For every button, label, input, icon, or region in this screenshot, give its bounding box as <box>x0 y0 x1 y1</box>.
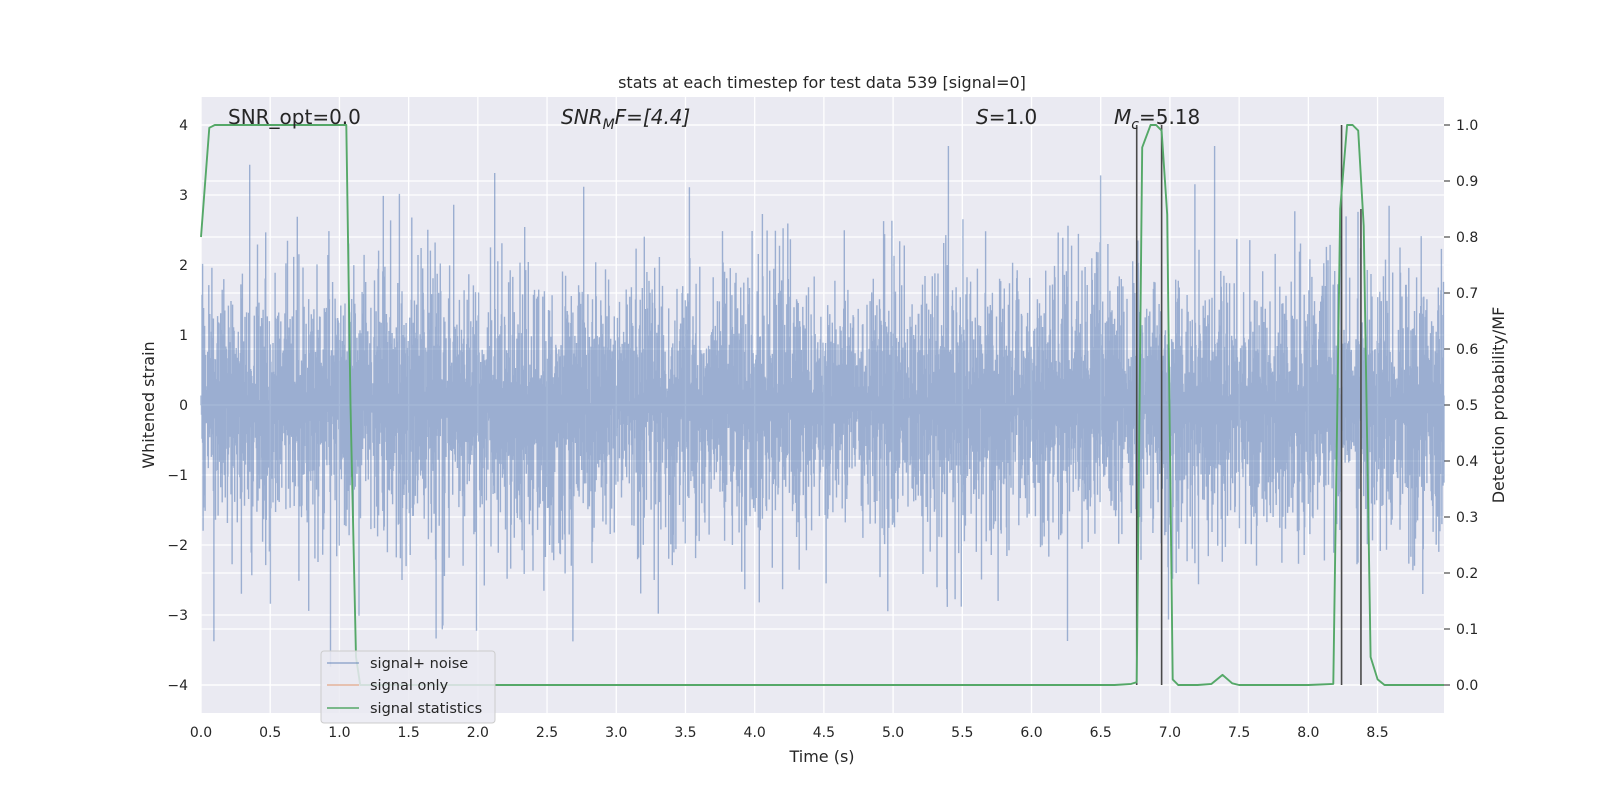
annotation-snr-opt: SNR_opt=0.0 <box>228 105 361 129</box>
x-axis-label: Time (s) <box>788 747 854 766</box>
annotation-mc-tail: =5.18 <box>1139 105 1200 129</box>
x-tick-label: 4.0 <box>744 725 766 741</box>
x-tick-label: 0.0 <box>190 725 212 741</box>
x-tick-label: 3.0 <box>605 725 627 741</box>
y-left-tick-label: −1 <box>167 468 188 484</box>
x-tick-label: 2.5 <box>536 725 558 741</box>
y-right-tick-label: 0.5 <box>1456 398 1478 414</box>
chart-title: stats at each timestep for test data 539… <box>618 73 1026 92</box>
x-tick-label: 4.5 <box>813 725 835 741</box>
y-left-tick-label: −3 <box>167 608 188 624</box>
y-left-tick-label: 2 <box>179 258 188 274</box>
x-tick-label: 8.0 <box>1297 725 1319 741</box>
x-tick-label: 1.5 <box>397 725 419 741</box>
y-left-tick-label: 1 <box>179 328 188 344</box>
y-left-tick-labels: 4 3 2 1 0 −1 −2 −3 −4 <box>167 118 188 694</box>
x-tick-label: 6.0 <box>1020 725 1042 741</box>
annotation-snr-mf: SNRMF=[4.4] <box>561 105 690 133</box>
x-tick-label: 3.5 <box>674 725 696 741</box>
y-left-tick-label: 4 <box>179 118 188 134</box>
y-left-tick-label: −4 <box>167 678 188 694</box>
y-right-tick-label: 0.0 <box>1456 678 1478 694</box>
x-tick-label: 6.5 <box>1090 725 1112 741</box>
x-tick-label: 0.5 <box>259 725 281 741</box>
y-left-tick-label: 3 <box>179 188 188 204</box>
x-tick-label: 1.0 <box>328 725 350 741</box>
annotation-s: S=1.0 <box>976 105 1037 129</box>
y-right-tick-label: 1.0 <box>1456 118 1478 134</box>
y-right-tick-label: 0.4 <box>1456 454 1478 470</box>
annotation-mc-main: M <box>1114 105 1131 129</box>
y-right-tick-label: 0.8 <box>1456 230 1478 246</box>
x-tick-label: 7.0 <box>1159 725 1181 741</box>
y-right-tick-label: 0.7 <box>1456 286 1478 302</box>
annotation-snr-mf-main: SNR <box>561 105 603 129</box>
y-right-tick-label: 0.3 <box>1456 510 1478 526</box>
x-tick-label: 7.5 <box>1228 725 1250 741</box>
x-tick-label: 2.0 <box>467 725 489 741</box>
legend-label-noise: signal+ noise <box>370 656 468 672</box>
x-tick-label: 5.5 <box>951 725 973 741</box>
x-tick-label: 5.0 <box>882 725 904 741</box>
y-right-tick-label: 0.9 <box>1456 174 1478 190</box>
x-tick-labels: 0.0 0.5 1.0 1.5 2.0 2.5 3.0 3.5 4.0 4.5 5.0 5.5 6.0 6… <box>190 725 1389 741</box>
annotation-s-tail: =1.0 <box>989 105 1038 129</box>
annotation-snr-mf-sub: M <box>603 117 615 133</box>
y-left-tick-label: 0 <box>179 398 188 414</box>
annotation-snr-mf-tail: F=[4.4] <box>615 105 691 129</box>
y-right-tick-label: 0.6 <box>1456 342 1478 358</box>
series-signal-noise <box>200 146 1445 667</box>
annotation-mc-sub: c <box>1131 117 1139 133</box>
legend-label-signal-only: signal only <box>370 678 449 694</box>
y-right-tick-label: 0.1 <box>1456 622 1478 638</box>
x-tick-label: 8.5 <box>1366 725 1388 741</box>
statistics-line <box>200 124 1444 686</box>
y-axis-label-left: Whitened strain <box>139 341 158 468</box>
legend-box <box>320 650 496 724</box>
annotation-s-main: S <box>976 105 989 129</box>
series-signal-statistics <box>200 124 1444 686</box>
y-left-tick-label: −2 <box>167 538 188 554</box>
y-axis-label-right: Detection probability/MF <box>1489 307 1508 504</box>
y-right-tick-labels: 1.0 0.9 0.8 0.7 0.6 0.5 0.4 0.3 0.2 0.1 0.0 <box>1456 118 1478 694</box>
noise-trace <box>200 146 1445 667</box>
annotation-mc: Mc=5.18 <box>1114 105 1200 133</box>
y-right-tick-label: 0.2 <box>1456 566 1478 582</box>
legend: signal+ noise signal only signal statist… <box>320 650 496 724</box>
legend-label-statistics: signal statistics <box>370 701 482 717</box>
